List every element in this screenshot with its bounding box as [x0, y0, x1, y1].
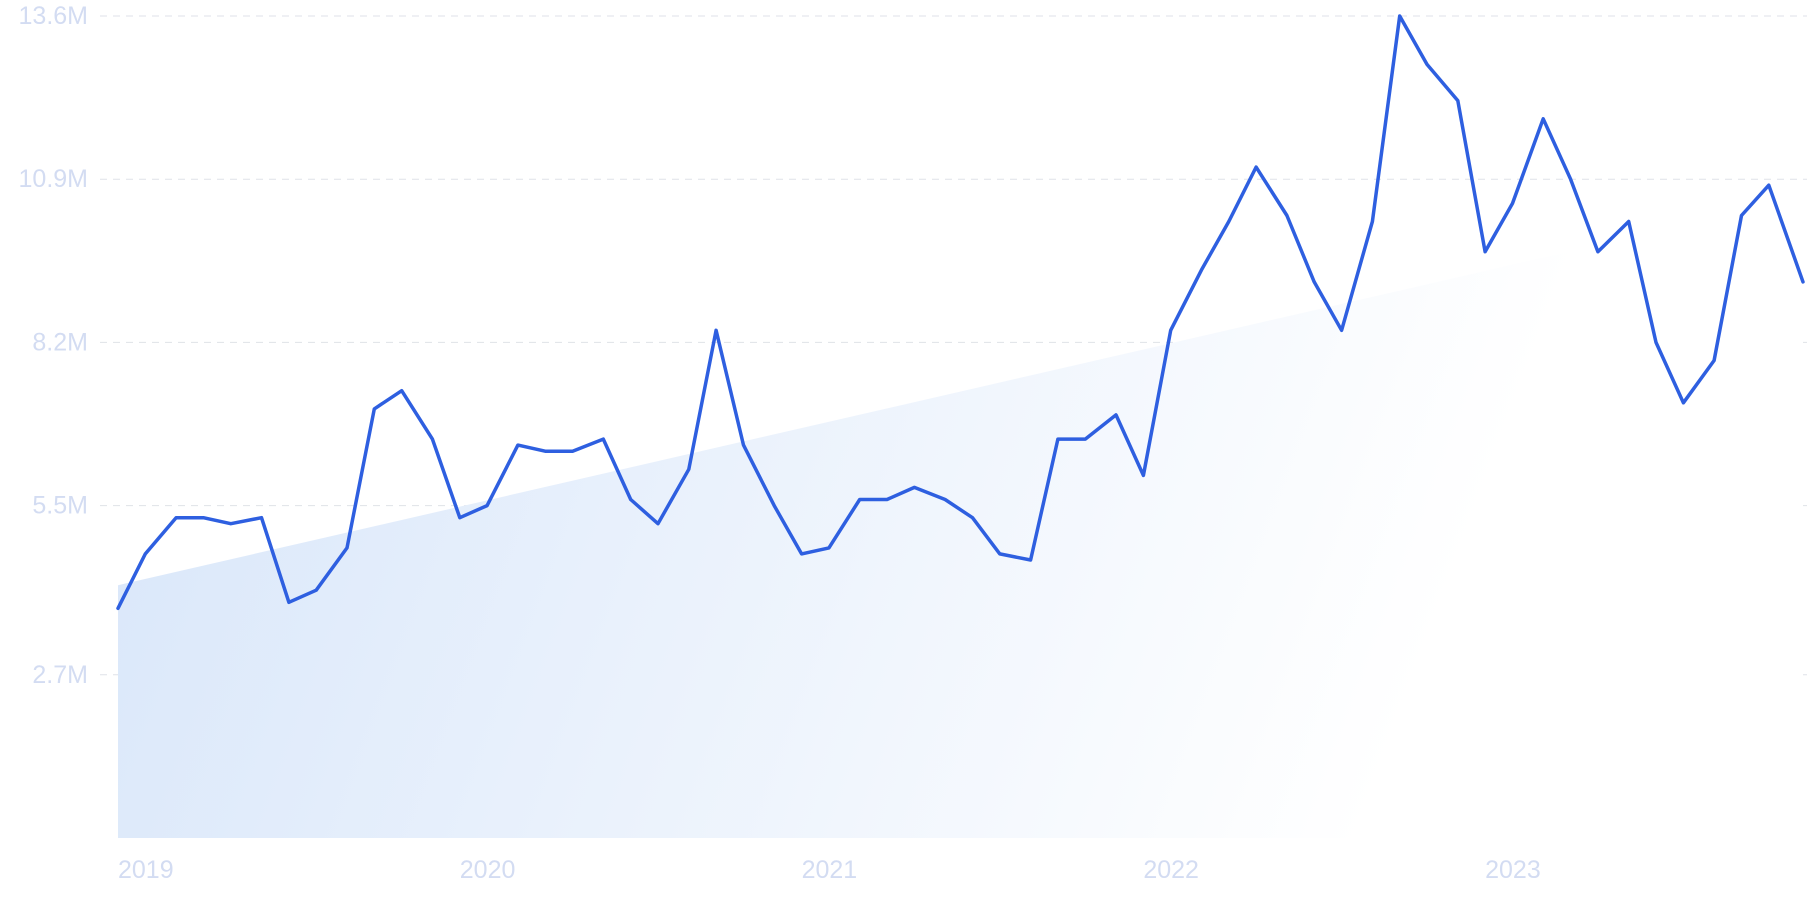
x-tick-label: 2020 [460, 856, 516, 884]
data-point [1541, 117, 1545, 121]
x-tick-label: 2023 [1485, 856, 1541, 884]
data-point [143, 552, 147, 556]
data-point [1511, 201, 1515, 205]
data-point [1425, 62, 1429, 66]
data-point [1596, 250, 1600, 254]
y-tick-label: 8.2M [32, 328, 88, 356]
data-point [687, 467, 691, 471]
data-point [1169, 328, 1173, 332]
x-tick-label: 2021 [802, 856, 858, 884]
data-point [287, 600, 291, 604]
data-point [1740, 214, 1744, 218]
data-point [372, 407, 376, 411]
data-point [1569, 177, 1573, 181]
data-point [1681, 401, 1685, 405]
data-point [201, 516, 205, 520]
x-tick-label: 2019 [118, 856, 174, 884]
data-point [998, 552, 1002, 556]
data-point [400, 389, 404, 393]
data-point [800, 552, 804, 556]
data-point [885, 498, 889, 502]
data-point [430, 437, 434, 441]
data-point [971, 516, 975, 520]
y-tick-label: 2.7M [32, 661, 88, 689]
data-point [827, 546, 831, 550]
trend-area [118, 197, 1803, 839]
data-point [345, 546, 349, 550]
data-point [1340, 328, 1344, 332]
data-point [1627, 220, 1631, 224]
data-point [229, 522, 233, 526]
data-point [458, 516, 462, 520]
data-point [772, 504, 776, 508]
x-axis-tick-labels: 2019 2020 2021 2022 2023 [118, 856, 1541, 884]
trend-area-fill [118, 197, 1803, 839]
data-point [1200, 268, 1204, 272]
data-point [485, 504, 489, 508]
data-point [1056, 437, 1060, 441]
data-point [714, 328, 718, 332]
data-point [1483, 250, 1487, 254]
data-point [601, 437, 605, 441]
data-point [656, 522, 660, 526]
x-tick-label: 2022 [1143, 856, 1199, 884]
data-point [1285, 214, 1289, 218]
data-point [174, 516, 178, 520]
y-tick-label: 13.6M [19, 2, 88, 30]
data-point [1712, 359, 1716, 363]
y-tick-label: 10.9M [19, 165, 88, 193]
data-point [1227, 220, 1231, 224]
data-point [571, 449, 575, 453]
data-point [1083, 437, 1087, 441]
data-point [314, 588, 318, 592]
data-point [516, 443, 520, 447]
series-line [116, 14, 1805, 611]
data-point [1654, 340, 1658, 344]
data-point [1456, 99, 1460, 103]
data-point [629, 498, 633, 502]
data-point [1029, 558, 1033, 562]
y-axis-tick-labels: 2.7M 5.5M 8.2M 10.9M 13.6M [19, 2, 88, 689]
data-point [912, 485, 916, 489]
data-point [1801, 280, 1805, 284]
data-point [858, 498, 862, 502]
data-point [260, 516, 264, 520]
data-point [1767, 183, 1771, 187]
data-point [116, 606, 120, 610]
series-line-path [116, 14, 1805, 611]
data-point [1114, 413, 1118, 417]
data-point [1141, 473, 1145, 477]
data-point [1370, 220, 1374, 224]
data-point [1254, 165, 1258, 169]
y-tick-label: 5.5M [32, 492, 88, 520]
data-point [1398, 14, 1402, 18]
data-point [943, 498, 947, 502]
data-point [742, 443, 746, 447]
data-point [543, 449, 547, 453]
data-point [1312, 280, 1316, 284]
